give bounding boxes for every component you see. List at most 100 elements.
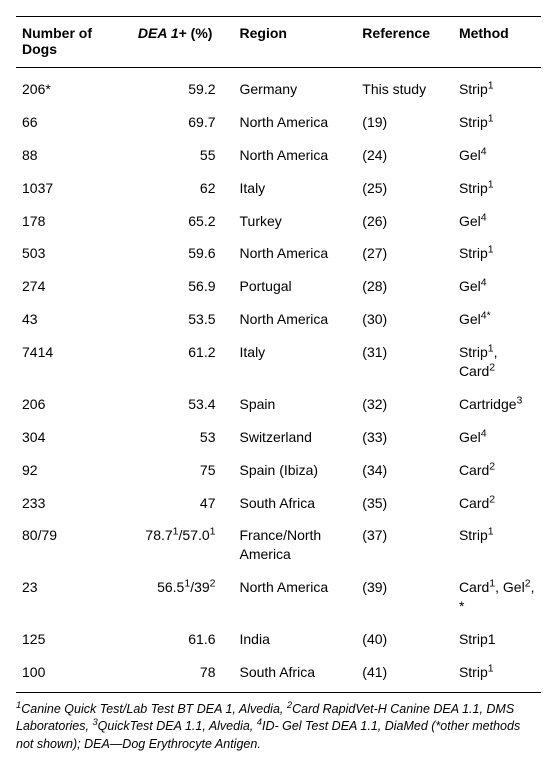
cell-region: North America	[234, 106, 357, 139]
table-row: 8855North America(24)Gel4	[16, 139, 541, 172]
cell-region: North America	[234, 237, 357, 270]
col-header-method: Method	[453, 17, 541, 68]
cell-number-of-dogs: 206	[16, 388, 132, 421]
table-footnote: 1Canine Quick Test/Lab Test BT DEA 1, Al…	[16, 701, 541, 754]
table-row: 23347South Africa(35)Card2	[16, 487, 541, 520]
cell-region: Spain (Ibiza)	[234, 454, 357, 487]
cell-method: Strip1	[453, 237, 541, 270]
cell-method: Strip1	[453, 172, 541, 205]
table-row: 80/7978.71/57.01France/North America(37)…	[16, 519, 541, 571]
cell-region: North America	[234, 571, 357, 623]
cell-region: Turkey	[234, 205, 357, 238]
data-table: Number of Dogs DEA 1+ (%) Region Referen…	[16, 16, 541, 693]
cell-dea1-pct: 61.2	[132, 336, 234, 388]
col-header-reference: Reference	[356, 17, 453, 68]
cell-reference: (40)	[356, 623, 453, 656]
cell-region: France/North America	[234, 519, 357, 571]
cell-number-of-dogs: 80/79	[16, 519, 132, 571]
cell-dea1-pct: 78	[132, 656, 234, 692]
cell-method: Cartridge3	[453, 388, 541, 421]
cell-dea1-pct: 78.71/57.01	[132, 519, 234, 571]
cell-number-of-dogs: 43	[16, 303, 132, 336]
cell-dea1-pct: 56.9	[132, 270, 234, 303]
col-header-dea1-pct: DEA 1+ (%)	[132, 17, 234, 68]
cell-region: Germany	[234, 68, 357, 106]
cell-reference: (41)	[356, 656, 453, 692]
cell-dea1-pct: 53.4	[132, 388, 234, 421]
col-header-region: Region	[234, 17, 357, 68]
cell-method: Strip1, Card2	[453, 336, 541, 388]
cell-reference: (28)	[356, 270, 453, 303]
cell-region: South Africa	[234, 487, 357, 520]
cell-method: Card2	[453, 454, 541, 487]
cell-region: Italy	[234, 336, 357, 388]
cell-region: India	[234, 623, 357, 656]
cell-method: Gel4	[453, 270, 541, 303]
cell-method: Gel4	[453, 139, 541, 172]
cell-method: Strip1	[453, 656, 541, 692]
cell-reference: (24)	[356, 139, 453, 172]
cell-dea1-pct: 62	[132, 172, 234, 205]
table-row: 17865.2Turkey(26)Gel4	[16, 205, 541, 238]
cell-number-of-dogs: 1037	[16, 172, 132, 205]
cell-dea1-pct: 53	[132, 421, 234, 454]
col-header-number-of-dogs: Number of Dogs	[16, 17, 132, 68]
cell-region: Portugal	[234, 270, 357, 303]
cell-dea1-pct: 75	[132, 454, 234, 487]
cell-method: Strip1	[453, 623, 541, 656]
cell-dea1-pct: 65.2	[132, 205, 234, 238]
cell-number-of-dogs: 304	[16, 421, 132, 454]
cell-method: Strip1	[453, 68, 541, 106]
cell-dea1-pct: 61.6	[132, 623, 234, 656]
cell-number-of-dogs: 23	[16, 571, 132, 623]
table-row: 27456.9Portugal(28)Gel4	[16, 270, 541, 303]
cell-number-of-dogs: 100	[16, 656, 132, 692]
cell-reference: (37)	[356, 519, 453, 571]
table-body: 206*59.2GermanyThis studyStrip16669.7Nor…	[16, 68, 541, 693]
cell-region: North America	[234, 139, 357, 172]
cell-method: Card1, Gel2, *	[453, 571, 541, 623]
table-row: 50359.6North America(27)Strip1	[16, 237, 541, 270]
cell-reference: (35)	[356, 487, 453, 520]
cell-reference: (32)	[356, 388, 453, 421]
cell-region: Italy	[234, 172, 357, 205]
cell-dea1-pct: 55	[132, 139, 234, 172]
cell-number-of-dogs: 88	[16, 139, 132, 172]
cell-region: Spain	[234, 388, 357, 421]
table-row: 10078South Africa(41)Strip1	[16, 656, 541, 692]
table-row: 206*59.2GermanyThis studyStrip1	[16, 68, 541, 106]
cell-reference: (26)	[356, 205, 453, 238]
table-row: 9275Spain (Ibiza)(34)Card2	[16, 454, 541, 487]
header-row: Number of Dogs DEA 1+ (%) Region Referen…	[16, 17, 541, 68]
cell-reference: (27)	[356, 237, 453, 270]
cell-reference: (34)	[356, 454, 453, 487]
cell-number-of-dogs: 7414	[16, 336, 132, 388]
cell-number-of-dogs: 125	[16, 623, 132, 656]
cell-method: Gel4	[453, 421, 541, 454]
cell-number-of-dogs: 233	[16, 487, 132, 520]
cell-method: Card2	[453, 487, 541, 520]
table-row: 20653.4Spain(32)Cartridge3	[16, 388, 541, 421]
cell-number-of-dogs: 206*	[16, 68, 132, 106]
table-row: 103762Italy(25)Strip1	[16, 172, 541, 205]
cell-region: South Africa	[234, 656, 357, 692]
cell-method: Strip1	[453, 519, 541, 571]
cell-number-of-dogs: 66	[16, 106, 132, 139]
cell-reference: (25)	[356, 172, 453, 205]
cell-region: North America	[234, 303, 357, 336]
cell-region: Switzerland	[234, 421, 357, 454]
cell-dea1-pct: 69.7	[132, 106, 234, 139]
cell-number-of-dogs: 274	[16, 270, 132, 303]
cell-reference: This study	[356, 68, 453, 106]
table-row: 741461.2Italy(31)Strip1, Card2	[16, 336, 541, 388]
cell-method: Gel4	[453, 205, 541, 238]
cell-dea1-pct: 59.2	[132, 68, 234, 106]
table-row: 4353.5North America(30)Gel4*	[16, 303, 541, 336]
cell-reference: (30)	[356, 303, 453, 336]
cell-number-of-dogs: 503	[16, 237, 132, 270]
cell-reference: (31)	[356, 336, 453, 388]
table-row: 2356.51/392North America(39)Card1, Gel2,…	[16, 571, 541, 623]
cell-method: Strip1	[453, 106, 541, 139]
cell-method: Gel4*	[453, 303, 541, 336]
cell-dea1-pct: 59.6	[132, 237, 234, 270]
